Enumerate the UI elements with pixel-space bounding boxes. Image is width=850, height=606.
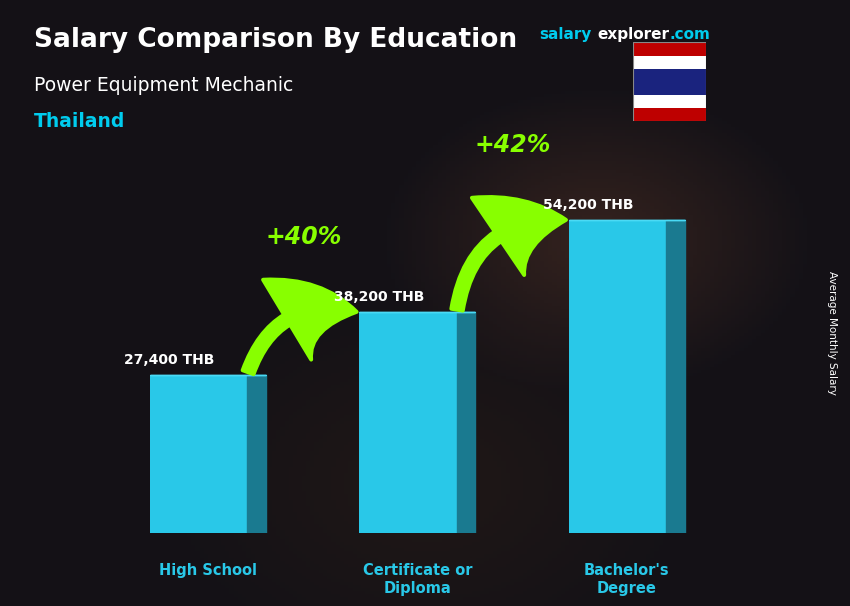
Text: .com: .com <box>670 27 711 42</box>
Bar <box>633 95 706 108</box>
Polygon shape <box>247 375 266 533</box>
Text: salary: salary <box>540 27 592 42</box>
FancyArrowPatch shape <box>451 197 566 311</box>
FancyArrowPatch shape <box>242 279 357 375</box>
Text: Certificate or
Diploma: Certificate or Diploma <box>363 564 472 596</box>
Polygon shape <box>666 220 685 533</box>
Text: Power Equipment Mechanic: Power Equipment Mechanic <box>34 76 293 95</box>
FancyBboxPatch shape <box>569 220 666 533</box>
FancyBboxPatch shape <box>360 313 456 533</box>
Text: Salary Comparison By Education: Salary Comparison By Education <box>34 27 517 53</box>
Bar <box>633 42 706 56</box>
Text: Thailand: Thailand <box>34 112 126 131</box>
Text: High School: High School <box>159 564 257 578</box>
Polygon shape <box>456 313 475 533</box>
Bar <box>633 108 706 121</box>
Text: Average Monthly Salary: Average Monthly Salary <box>827 271 837 395</box>
Text: explorer: explorer <box>598 27 670 42</box>
Text: 38,200 THB: 38,200 THB <box>334 290 424 304</box>
FancyBboxPatch shape <box>150 375 247 533</box>
Text: Bachelor's
Degree: Bachelor's Degree <box>584 564 670 596</box>
Text: 27,400 THB: 27,400 THB <box>124 353 214 367</box>
Text: 54,200 THB: 54,200 THB <box>543 198 633 211</box>
Bar <box>633 56 706 68</box>
Text: +40%: +40% <box>265 225 342 249</box>
Text: +42%: +42% <box>474 133 551 157</box>
Bar <box>633 68 706 95</box>
